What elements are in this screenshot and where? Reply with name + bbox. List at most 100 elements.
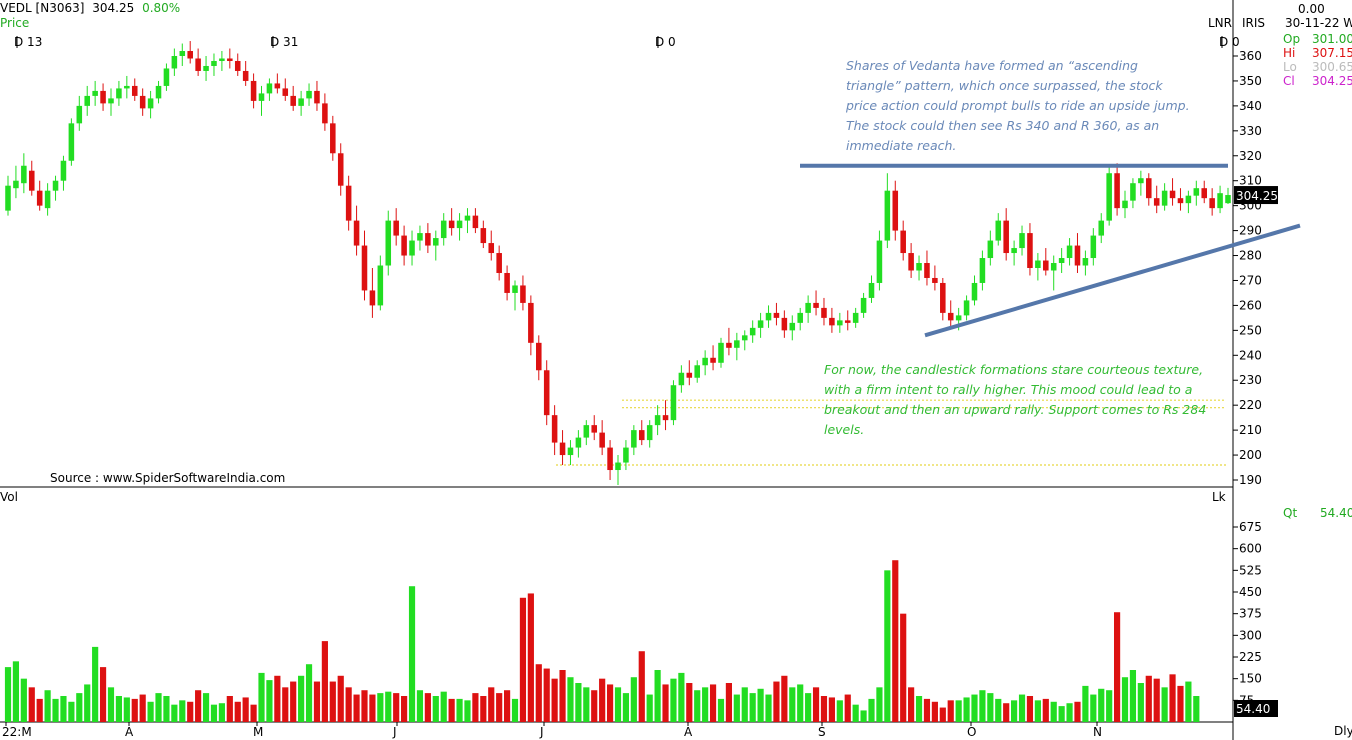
volume-bar [202,693,210,722]
candle-body [163,68,170,86]
candle-body [425,233,431,246]
ohlc-low: Lo 300.65 [1283,60,1352,74]
volume-tick-label: 600 [1239,542,1262,556]
candle-body [21,165,27,184]
volume-bar [599,678,606,722]
volume-bar [290,681,297,722]
volume-bar [606,684,614,722]
time-label: A [684,725,693,739]
volume-bar [1098,688,1105,722]
volume-bar [218,703,225,722]
volume-bar [416,690,424,722]
candle-body [1193,188,1200,196]
volume-bar [321,641,328,722]
volume-bar [472,693,479,722]
price-tick-label: 240 [1239,348,1262,362]
candle-body [955,315,962,321]
symbol-label: VEDL [N3063] [0,1,85,15]
open-label: Op [1283,32,1301,46]
volume-bar [1177,685,1184,722]
volume-bar [242,697,249,722]
candle-body [448,220,455,229]
volume-bar [131,698,138,722]
volume-bar [163,696,170,722]
volume-bar [773,681,780,722]
volume-bar [519,597,527,722]
volume-bar [543,668,550,722]
volume-bar [115,696,122,722]
candle-body [108,98,114,104]
volume-bar [622,693,630,722]
volume-bar [408,586,416,722]
candle-body [219,58,225,61]
candle-body [155,85,162,99]
candle-body [44,190,51,209]
volume-bar [107,687,115,722]
volume-bar [258,672,265,722]
percent-change: 0.80% [142,1,181,15]
volume-bar [28,687,35,722]
annotation-top: Shares of Vedanta have formed an “ascend… [846,58,1190,153]
high-value: 307.15 [1312,46,1352,60]
volume-bar [1145,675,1152,722]
volume-bar [757,688,764,722]
candle-body [5,185,11,211]
volume-bar [828,697,835,722]
volume-bar [575,683,582,722]
date-label: 30-11-22 We [1285,16,1352,30]
candle-body [337,153,344,186]
candle-body [670,385,677,421]
candle-body [1011,248,1017,254]
annotation-bottom: For now, the candlestick formations star… [824,362,1207,437]
volume-bar [915,696,923,722]
volume-unit: Lk [1212,490,1226,504]
volume-bar [4,667,12,722]
volume-bar [852,704,859,722]
candle-body [963,300,970,316]
candle-body [734,340,740,348]
volume-bar [868,698,875,722]
volume-bar [496,693,503,722]
candle-body [1122,200,1128,209]
candle-body [417,233,423,241]
candle-body [68,123,75,161]
ascending-trendline [924,223,1301,338]
volume-bar [226,696,233,722]
low-value: 300.65 [1312,60,1352,74]
volume-bar [884,570,891,722]
volume-bar [353,694,360,722]
candle-body [1066,245,1073,259]
price-tick-label: 270 [1239,273,1262,287]
candle-body [1027,233,1033,268]
candle-body [1106,173,1112,221]
period-marker: D 0 [655,35,676,49]
candle-body [765,312,772,321]
candle-body [28,170,35,191]
candle-body [749,327,756,336]
volume-bar [923,698,931,722]
volume-tick-label: 375 [1239,607,1262,621]
last-volume-tag [1234,700,1278,717]
candle-body [1130,183,1136,201]
volume-bar [195,690,202,722]
volume-bar [274,675,281,722]
volume-bar [1058,706,1065,722]
volume-bar [947,700,954,722]
candle-body [92,90,98,96]
last-volume-tag-label: 54.40 [1236,702,1270,716]
volume-bar [20,678,27,722]
candle-body [1217,193,1223,209]
volume-tick-label: 675 [1239,520,1262,534]
volume-bar [84,684,91,722]
candle-body [1225,195,1231,204]
volume-bar [440,691,447,722]
volume-tick-label: 150 [1239,672,1262,686]
volume-bar [725,683,732,722]
volume-bar [844,694,851,722]
volume-bar [147,701,154,722]
candle-body [599,432,605,448]
volume-bar [99,667,107,722]
candle-body [678,372,685,386]
price-label: Price [0,16,30,30]
